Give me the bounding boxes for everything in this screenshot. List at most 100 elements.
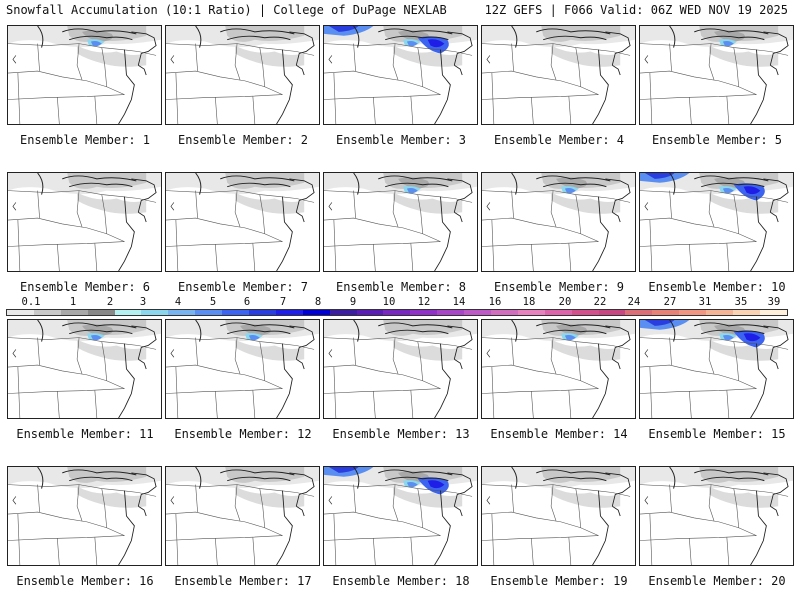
- colorbar-swatch: [249, 310, 276, 315]
- colorbar-tick-label: 35: [734, 296, 748, 308]
- colorbar-swatch: [491, 310, 518, 315]
- colorbar-tick-label: 2: [106, 296, 114, 308]
- figure-title: Snowfall Accumulation (10:1 Ratio) | Col…: [6, 3, 447, 17]
- snowfall-map: [324, 320, 477, 418]
- ensemble-member-map: [323, 25, 478, 125]
- ensemble-member-map: [323, 172, 478, 272]
- colorbar-tick-label: 39: [767, 296, 781, 308]
- ensemble-member-label: Ensemble Member: 3: [335, 133, 467, 147]
- colorbar-tick-label: 24: [627, 296, 641, 308]
- ensemble-member-label: Ensemble Member: 5: [651, 133, 783, 147]
- ensemble-member-map: [323, 319, 478, 419]
- colorbar-swatch: [598, 310, 626, 315]
- snowfall-map: [8, 467, 161, 565]
- ensemble-member-label: Ensemble Member: 2: [177, 133, 309, 147]
- snowfall-colorbar: [6, 309, 788, 316]
- colorbar-swatch: [275, 310, 303, 315]
- ensemble-member-map: [481, 172, 636, 272]
- ensemble-member-map: [323, 466, 478, 566]
- colorbar-tick-label: 4: [174, 296, 182, 308]
- colorbar-swatch: [7, 310, 34, 315]
- ensemble-member-map: [639, 172, 794, 272]
- ensemble-member-map: [481, 25, 636, 125]
- ensemble-member-map: [7, 172, 162, 272]
- colorbar-swatch: [222, 310, 250, 315]
- snowfall-map: [640, 467, 793, 565]
- ensemble-member-map: [481, 319, 636, 419]
- ensemble-member-map: [7, 319, 162, 419]
- colorbar-tick-label: 3: [139, 296, 147, 308]
- ensemble-member-label: Ensemble Member: 12: [174, 427, 312, 441]
- colorbar-swatch: [464, 310, 492, 315]
- colorbar-swatch: [679, 310, 707, 315]
- colorbar-swatch: [517, 310, 545, 315]
- colorbar-swatch: [356, 310, 384, 315]
- colorbar-tick-label: 22: [593, 296, 607, 308]
- snowfall-map: [166, 173, 319, 271]
- ensemble-member-map: [7, 25, 162, 125]
- colorbar-swatch: [195, 310, 223, 315]
- colorbar-tick-label: 5: [209, 296, 217, 308]
- snowfall-map: [8, 26, 161, 124]
- colorbar-tick-label: 31: [698, 296, 712, 308]
- colorbar-swatch: [544, 310, 572, 315]
- colorbar-tick-label: 12: [417, 296, 431, 308]
- snowfall-map: [640, 173, 793, 271]
- snowfall-map: [166, 26, 319, 124]
- ensemble-member-map: [165, 172, 320, 272]
- colorbar-swatch: [114, 310, 142, 315]
- snowfall-map: [640, 26, 793, 124]
- colorbar-tick-label: 8: [314, 296, 322, 308]
- colorbar-tick-label: 0.1: [21, 296, 41, 308]
- ensemble-member-label: Ensemble Member: 18: [332, 574, 470, 588]
- ensemble-member-label: Ensemble Member: 4: [493, 133, 625, 147]
- ensemble-member-map: [165, 25, 320, 125]
- ensemble-member-label: Ensemble Member: 9: [493, 280, 625, 294]
- colorbar-swatch: [60, 310, 88, 315]
- ensemble-member-map: [639, 466, 794, 566]
- colorbar-swatch: [625, 310, 653, 315]
- ensemble-member-map: [481, 466, 636, 566]
- ensemble-member-label: Ensemble Member: 13: [332, 427, 470, 441]
- colorbar-swatch: [759, 310, 787, 315]
- colorbar-swatch: [706, 310, 734, 315]
- colorbar-swatch: [733, 310, 760, 315]
- colorbar-swatch: [410, 310, 438, 315]
- snowfall-map: [8, 173, 161, 271]
- snowfall-map: [166, 320, 319, 418]
- colorbar-swatch: [168, 310, 196, 315]
- snowfall-map: [324, 26, 477, 124]
- colorbar-tick-label: 18: [522, 296, 536, 308]
- snowfall-map: [166, 467, 319, 565]
- colorbar-labels: 0.1 1 2 3 4 5 6 7 8 9 10 12 14 16 18 20 22 24 27 31 35 39: [6, 296, 788, 308]
- ensemble-member-label: Ensemble Member: 7: [177, 280, 309, 294]
- colorbar-swatch: [652, 310, 680, 315]
- snowfall-map: [324, 467, 477, 565]
- colorbar-tick-label: 6: [243, 296, 251, 308]
- colorbar-tick-label: 14: [452, 296, 466, 308]
- colorbar-tick-label: 7: [279, 296, 287, 308]
- colorbar-tick-label: 27: [663, 296, 677, 308]
- colorbar-tick-label: 1: [69, 296, 77, 308]
- colorbar-swatch: [87, 310, 115, 315]
- colorbar-tick-label: 10: [382, 296, 396, 308]
- snowfall-map: [482, 467, 635, 565]
- ensemble-member-map: [639, 25, 794, 125]
- ensemble-member-map: [165, 319, 320, 419]
- colorbar-swatch: [437, 310, 465, 315]
- ensemble-member-map: [165, 466, 320, 566]
- snowfall-map: [8, 320, 161, 418]
- ensemble-member-label: Ensemble Member: 19: [490, 574, 628, 588]
- ensemble-member-label: Ensemble Member: 10: [648, 280, 786, 294]
- ensemble-member-label: Ensemble Member: 16: [16, 574, 154, 588]
- model-valid-time: 12Z GEFS | F066 Valid: 06Z WED NOV 19 20…: [484, 3, 788, 17]
- colorbar-swatch: [302, 310, 330, 315]
- snowfall-map: [482, 320, 635, 418]
- snowfall-map: [482, 173, 635, 271]
- colorbar-swatch: [329, 310, 357, 315]
- snowfall-map: [482, 26, 635, 124]
- colorbar-tick-label: 9: [349, 296, 357, 308]
- snowfall-map: [640, 320, 793, 418]
- ensemble-member-label: Ensemble Member: 15: [648, 427, 786, 441]
- colorbar-swatch: [383, 310, 411, 315]
